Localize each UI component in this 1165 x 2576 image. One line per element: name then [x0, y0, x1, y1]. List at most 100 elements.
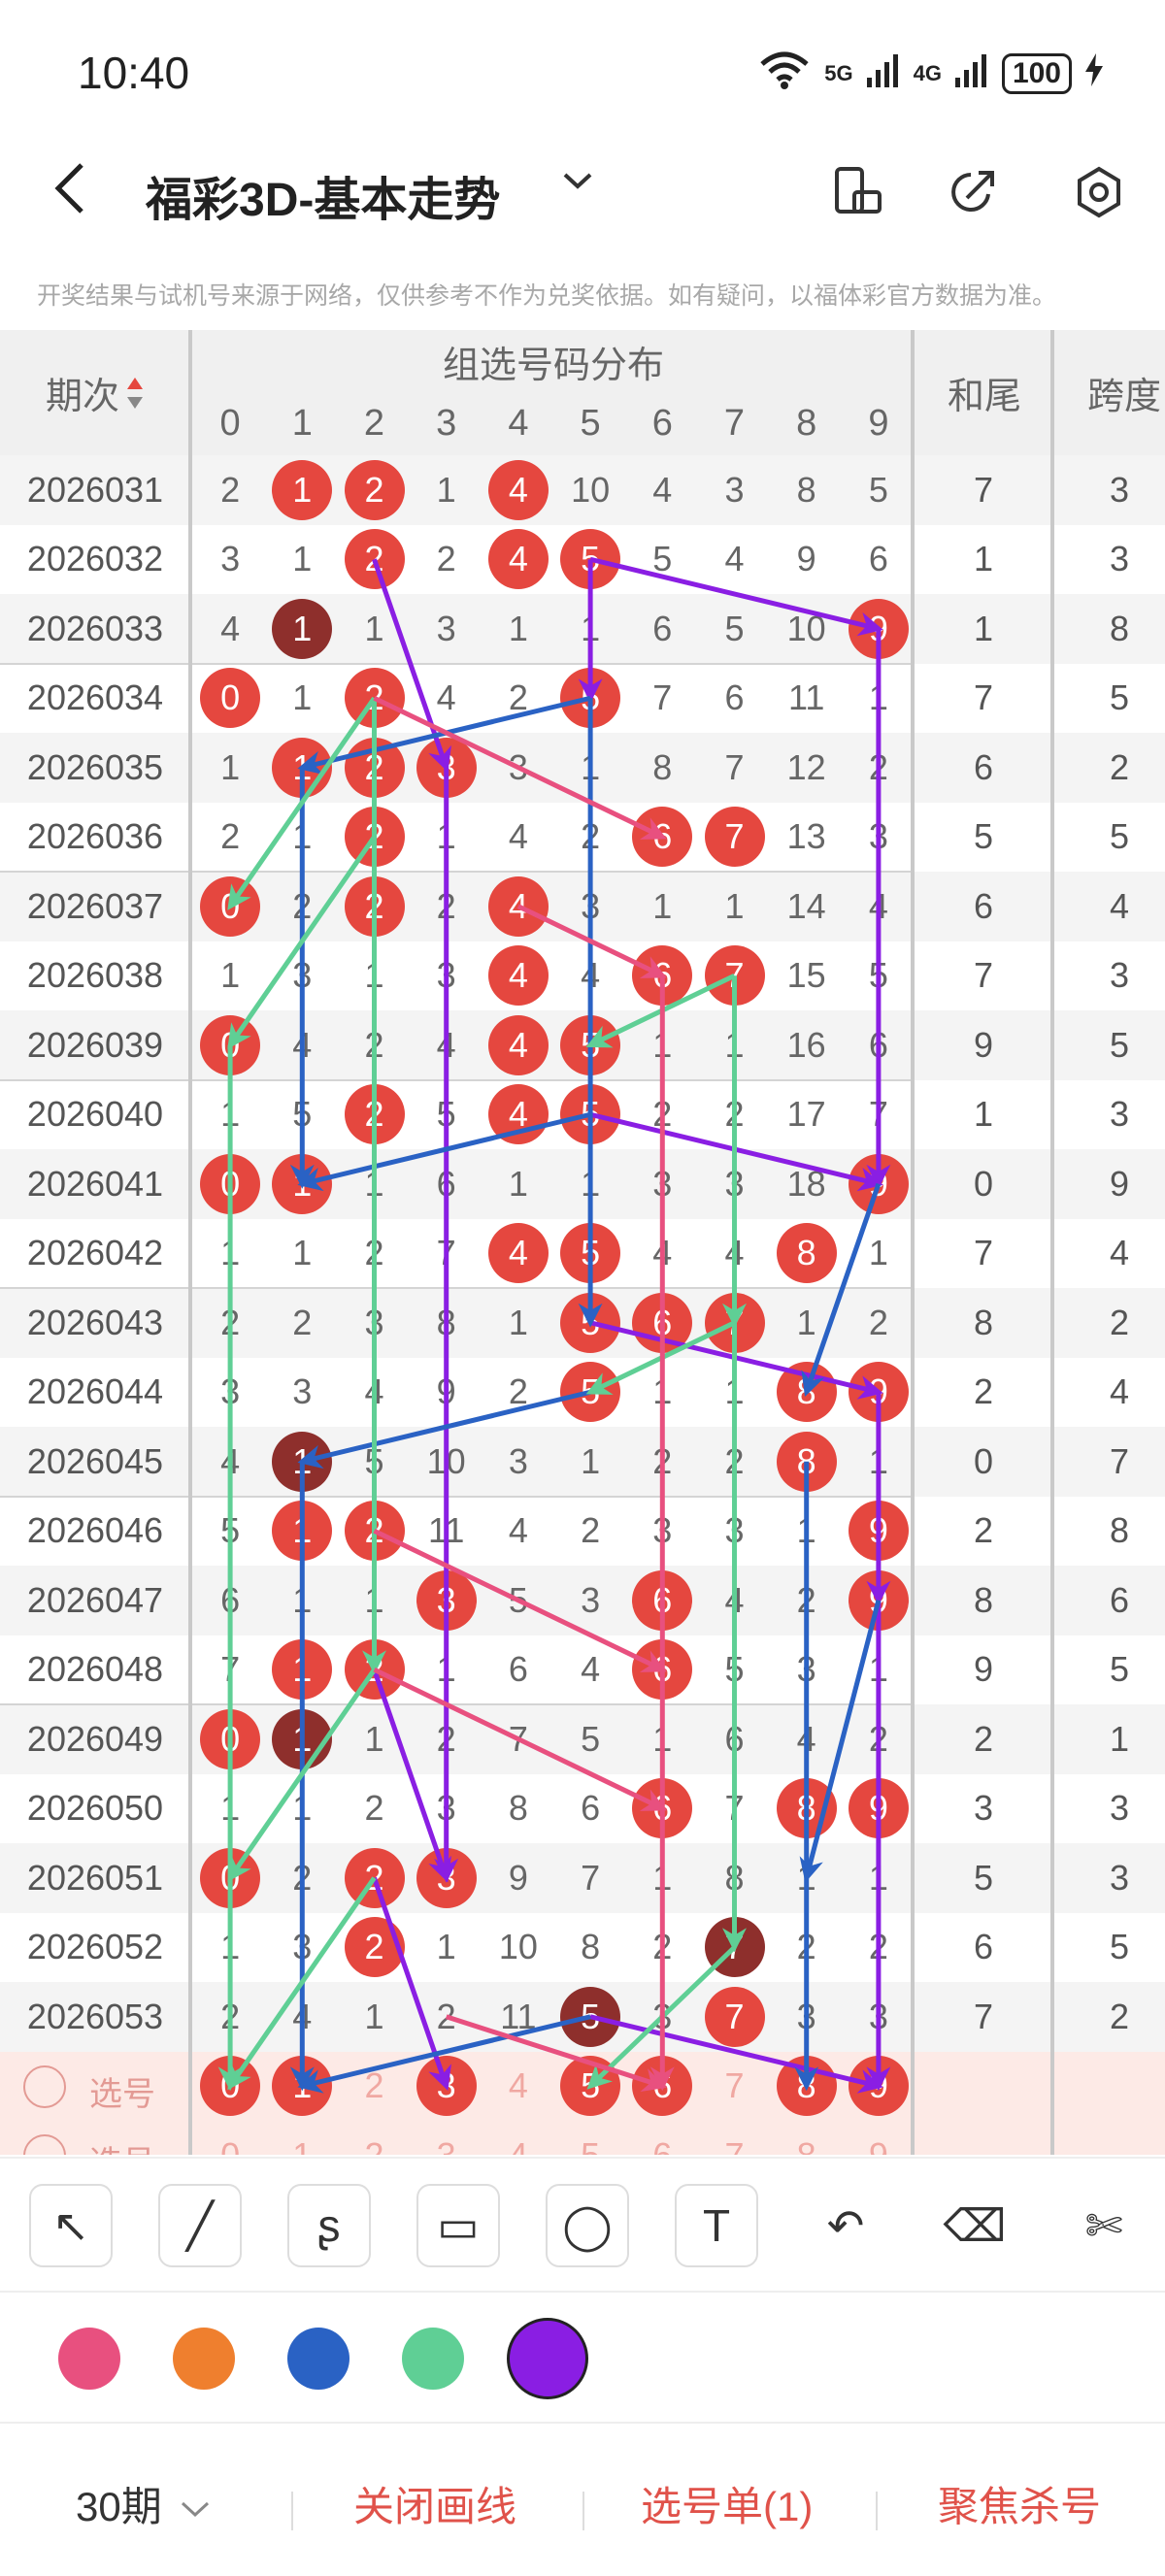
pick-cell[interactable]: 8: [771, 2121, 843, 2155]
kua-cell: 2: [1109, 746, 1130, 787]
number-ball[interactable]: 7: [704, 1986, 765, 2047]
number-ball[interactable]: 4: [487, 459, 549, 520]
omission-cell: 1: [292, 1233, 313, 1273]
number-ball[interactable]: 7: [704, 807, 765, 868]
kua-cell: 5: [1109, 1649, 1130, 1690]
rotate-screen-icon[interactable]: [831, 165, 885, 219]
group-separator: [0, 1703, 913, 1705]
omission-cell: 6: [581, 1788, 601, 1829]
digit-header-8: 8: [796, 403, 817, 444]
number-ball[interactable]: 1: [272, 598, 333, 659]
color-swatch[interactable]: [173, 2328, 235, 2390]
number-ball[interactable]: 8: [776, 1223, 837, 1284]
divider-kua: [1050, 330, 1054, 2155]
pick-cell[interactable]: 7: [724, 2065, 745, 2106]
drawn-line: [373, 695, 667, 840]
he-header: 和尾: [947, 377, 1021, 417]
group-separator: [0, 1287, 913, 1289]
drawn-line: [227, 696, 377, 910]
color-swatch[interactable]: [507, 2318, 588, 2399]
color-swatch[interactable]: [402, 2328, 464, 2390]
he-cell: 1: [973, 608, 994, 648]
period-cell: 2026043: [26, 1302, 164, 1342]
pick-list-button[interactable]: 选号单(1): [641, 2484, 814, 2529]
kua-cell: 3: [1109, 1788, 1130, 1829]
number-ball[interactable]: 4: [487, 529, 549, 590]
pick-cell[interactable]: 1: [266, 2121, 338, 2155]
select-arrow-icon: ↖: [51, 2200, 90, 2251]
pick-cell[interactable]: 4: [483, 2121, 554, 2155]
divider-he: [911, 330, 915, 2155]
select-arrow-tool-button[interactable]: ↖: [29, 2184, 113, 2267]
undo-icon: ↶: [826, 2200, 865, 2251]
omission-cell: 1: [796, 1302, 816, 1342]
omission-cell: 1: [220, 746, 241, 787]
he-cell: 1: [973, 539, 994, 579]
chevron-down-icon[interactable]: [561, 169, 594, 192]
period-header[interactable]: 期次: [0, 330, 190, 455]
number-ball[interactable]: 1: [272, 459, 333, 520]
omission-cell: 4: [581, 1649, 601, 1690]
focus-kill-button[interactable]: 聚焦杀号: [938, 2484, 1102, 2529]
curve-tool-button[interactable]: ʂ: [287, 2184, 371, 2267]
omission-cell: 10: [571, 469, 611, 510]
omission-cell: 12: [786, 746, 826, 787]
sort-icon: [127, 377, 143, 409]
table-row: 20260340124257611175: [0, 664, 1165, 734]
close-drawing-button[interactable]: 关闭画线: [353, 2484, 517, 2529]
share-icon[interactable]: [946, 165, 1000, 219]
text-tool-button[interactable]: T: [675, 2184, 758, 2267]
pick-cell[interactable]: 0: [194, 2121, 266, 2155]
circle-tool-button[interactable]: ◯: [546, 2184, 629, 2267]
pick-cell[interactable]: 4: [508, 2065, 528, 2106]
pick-cell[interactable]: 2: [339, 2121, 411, 2155]
period-cell: 2026044: [26, 1371, 164, 1412]
kua-cell: 9: [1109, 1163, 1130, 1204]
pick-cell[interactable]: 7: [699, 2121, 771, 2155]
color-swatch[interactable]: [287, 2328, 350, 2390]
status-icons: 5G 4G 100: [758, 50, 1103, 97]
omission-cell: 7: [581, 1857, 601, 1898]
he-cell: 0: [973, 1163, 994, 1204]
number-ball[interactable]: 2: [344, 1917, 405, 1978]
pick-cell[interactable]: 5: [554, 2121, 626, 2155]
page-title[interactable]: 福彩3D-基本走势: [146, 175, 501, 226]
drawing-layer[interactable]: [0, 330, 1165, 2155]
drawn-line: [801, 1182, 882, 1397]
line-tool-button[interactable]: ╱: [158, 2184, 242, 2267]
group-separator: [0, 871, 913, 873]
kua-cell: 8: [1109, 1510, 1130, 1551]
digit-header-3: 3: [436, 403, 457, 444]
charging-icon: [1085, 53, 1103, 94]
rectangle-tool-button[interactable]: ▭: [416, 2184, 500, 2267]
drawn-line: [297, 2014, 591, 2094]
pick-cell[interactable]: 3: [411, 2121, 483, 2155]
pick-cell[interactable]: 2: [364, 2065, 384, 2106]
eraser-tool-button[interactable]: ⌫: [933, 2184, 1016, 2267]
signal-bars-icon-2: [954, 52, 988, 95]
omission-cell: 13: [786, 816, 826, 857]
number-ball[interactable]: 2: [344, 459, 405, 520]
number-ball[interactable]: 4: [487, 945, 549, 1007]
he-cell: 7: [973, 1233, 994, 1273]
he-cell: 6: [973, 1927, 994, 1967]
color-swatch[interactable]: [58, 2328, 120, 2390]
drawn-line: [373, 1667, 667, 1811]
pick-cell[interactable]: 6: [626, 2121, 698, 2155]
number-ball[interactable]: 4: [487, 1223, 549, 1284]
period-count-selector[interactable]: 30期: [76, 2474, 212, 2533]
number-ball[interactable]: 5: [560, 1986, 621, 2047]
settings-icon[interactable]: [1072, 165, 1126, 219]
number-ball[interactable]: 0: [200, 668, 261, 729]
number-ball[interactable]: 4: [487, 875, 549, 937]
back-button[interactable]: [50, 159, 89, 225]
omission-cell: 3: [724, 469, 745, 510]
number-ball[interactable]: 4: [487, 1014, 549, 1075]
pick-radio[interactable]: [23, 2064, 66, 2108]
pick-cell[interactable]: 9: [843, 2121, 915, 2155]
table-row: 20260454151031228107: [0, 1427, 1165, 1497]
undo-tool-button[interactable]: ↶: [804, 2184, 887, 2267]
number-ball[interactable]: 4: [487, 1084, 549, 1145]
clear-tool-button[interactable]: ✄: [1062, 2184, 1146, 2267]
